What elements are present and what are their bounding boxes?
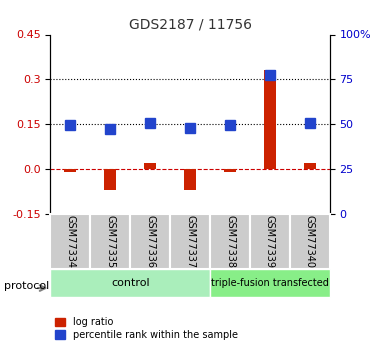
FancyBboxPatch shape (50, 214, 90, 269)
Bar (104, 169, 116, 190)
Bar (264, 70, 276, 169)
Bar (184, 169, 196, 190)
Text: control: control (111, 278, 149, 288)
FancyBboxPatch shape (170, 214, 210, 269)
FancyBboxPatch shape (290, 214, 330, 269)
Text: GSM77335: GSM77335 (105, 215, 115, 268)
Legend: log ratio, percentile rank within the sample: log ratio, percentile rank within the sa… (55, 317, 238, 340)
Bar (144, 163, 156, 169)
Text: GSM77340: GSM77340 (305, 215, 315, 268)
Text: protocol: protocol (4, 282, 49, 291)
FancyBboxPatch shape (250, 214, 290, 269)
Text: GSM77337: GSM77337 (185, 215, 195, 268)
Bar (224, 169, 236, 172)
Text: triple-fusion transfected: triple-fusion transfected (211, 278, 329, 288)
FancyBboxPatch shape (90, 214, 130, 269)
FancyBboxPatch shape (210, 269, 330, 297)
Text: GSM77339: GSM77339 (265, 215, 275, 268)
Bar (304, 163, 316, 169)
Text: GSM77334: GSM77334 (66, 215, 75, 268)
Title: GDS2187 / 11756: GDS2187 / 11756 (128, 18, 252, 32)
Bar (64, 169, 76, 172)
FancyBboxPatch shape (130, 214, 170, 269)
FancyBboxPatch shape (50, 269, 210, 297)
FancyBboxPatch shape (210, 214, 250, 269)
Text: GSM77338: GSM77338 (225, 215, 235, 268)
Text: GSM77336: GSM77336 (145, 215, 155, 268)
